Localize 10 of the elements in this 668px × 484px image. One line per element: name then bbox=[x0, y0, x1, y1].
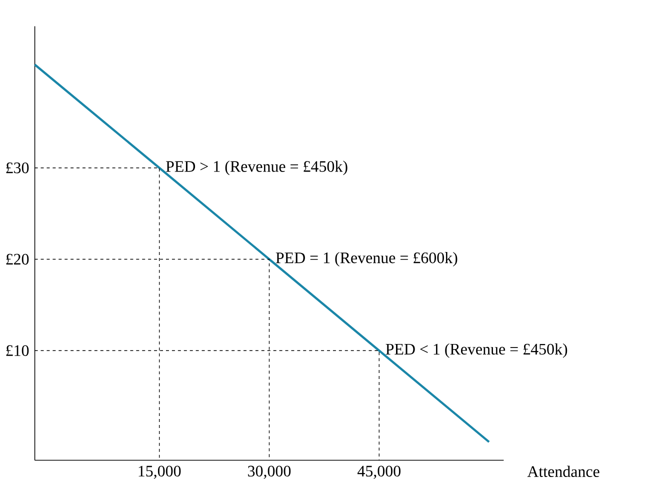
annotation: PED = 1 (Revenue = £600k) bbox=[276, 252, 458, 266]
x-axis-title: Attendance bbox=[527, 466, 600, 477]
y-tick-label: £30 bbox=[6, 162, 29, 174]
y-tick-label: £10 bbox=[6, 345, 29, 356]
x-tick-label: 30,000 bbox=[248, 466, 291, 479]
x-tick-label: 45,000 bbox=[358, 466, 400, 479]
y-tick-label: £20 bbox=[6, 254, 29, 265]
annotation: PED < 1 (Revenue = £450k) bbox=[386, 343, 568, 358]
x-tick-label: 15,000 bbox=[138, 466, 181, 479]
annotation: PED > 1 (Revenue = £450k) bbox=[166, 160, 348, 176]
